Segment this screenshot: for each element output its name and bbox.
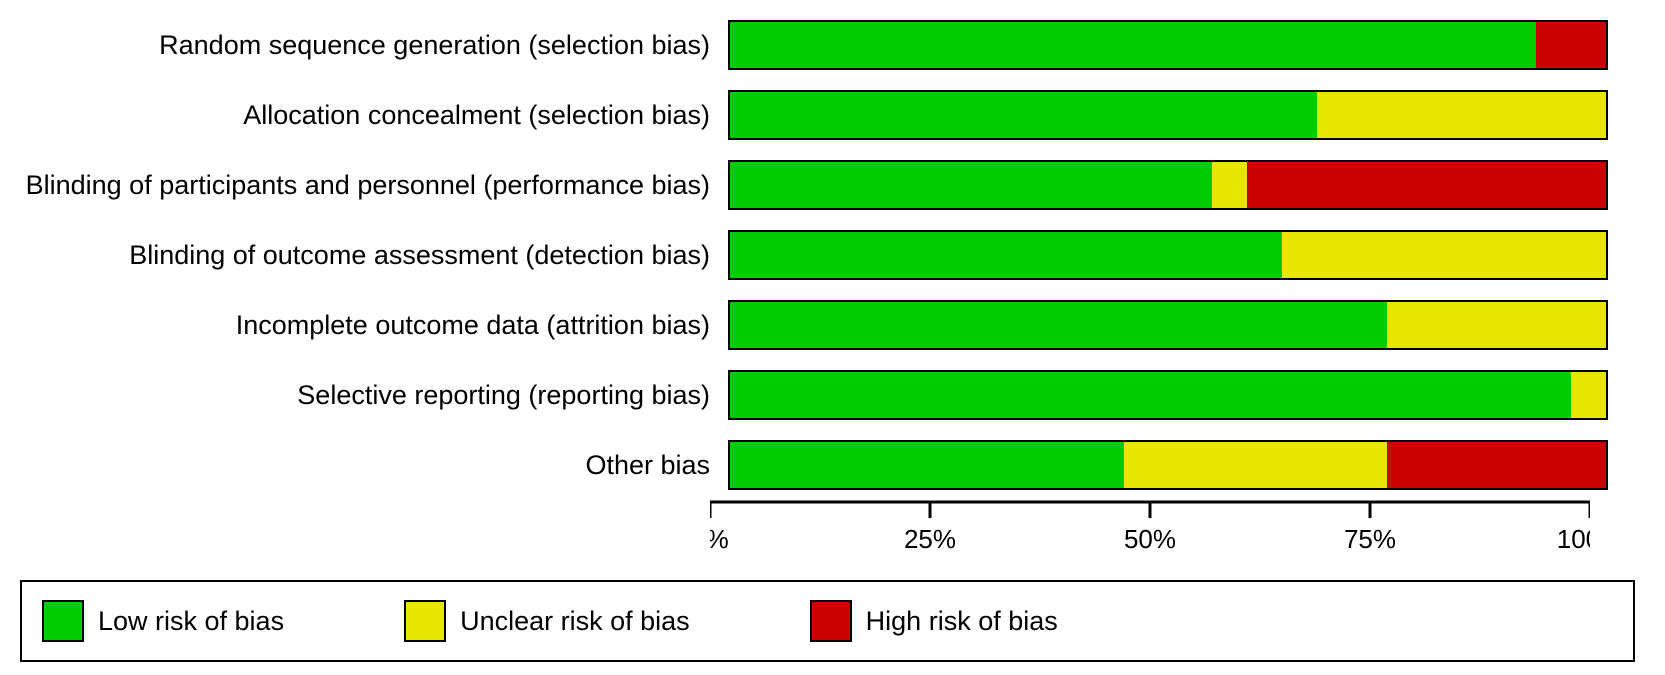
stacked-bar	[728, 300, 1608, 350]
risk-of-bias-chart: Random sequence generation (selection bi…	[0, 0, 1665, 675]
bar-segment-unclear	[1212, 162, 1247, 208]
x-axis-row: 0% 25% 50% 75% 100%	[10, 500, 1645, 570]
bar-row: Random sequence generation (selection bi…	[10, 10, 1645, 80]
axis-tick-label: 0%	[710, 524, 729, 554]
legend-label: Unclear risk of bias	[460, 606, 690, 637]
bar-row: Allocation concealment (selection bias)	[10, 80, 1645, 150]
stacked-bar	[728, 160, 1608, 210]
legend-swatch-unclear	[404, 600, 446, 642]
bar-col	[728, 230, 1608, 280]
axis-tick-label: 25%	[904, 524, 956, 554]
row-label: Allocation concealment (selection bias)	[10, 100, 728, 131]
bar-segment-unclear	[1387, 302, 1606, 348]
bar-segment-low	[730, 442, 1124, 488]
legend-swatch-low	[42, 600, 84, 642]
bar-col	[728, 20, 1608, 70]
legend: Low risk of bias Unclear risk of bias High…	[20, 580, 1635, 662]
bar-row: Blinding of participants and personnel (…	[10, 150, 1645, 220]
bar-row: Blinding of outcome assessment (detectio…	[10, 220, 1645, 290]
stacked-bar	[728, 20, 1608, 70]
bar-segment-high	[1536, 22, 1606, 68]
legend-item-unclear: Unclear risk of bias	[404, 600, 690, 642]
stacked-bar	[728, 440, 1608, 490]
bar-segment-low	[730, 302, 1387, 348]
row-label: Other bias	[10, 450, 728, 481]
legend-item-high: High risk of bias	[810, 600, 1058, 642]
bar-col	[728, 370, 1608, 420]
bar-rows-container: Random sequence generation (selection bi…	[10, 10, 1645, 500]
legend-label: High risk of bias	[866, 606, 1058, 637]
bar-col	[728, 300, 1608, 350]
bar-segment-high	[1387, 442, 1606, 488]
row-label: Random sequence generation (selection bi…	[10, 30, 728, 61]
stacked-bar	[728, 90, 1608, 140]
bar-col	[728, 440, 1608, 490]
row-label: Selective reporting (reporting bias)	[10, 380, 728, 411]
legend-item-low: Low risk of bias	[42, 600, 284, 642]
bar-segment-low	[730, 92, 1317, 138]
bar-row: Other bias	[10, 430, 1645, 500]
stacked-bar	[728, 230, 1608, 280]
axis-tick-label: 75%	[1344, 524, 1396, 554]
stacked-bar	[728, 370, 1608, 420]
bar-segment-unclear	[1317, 92, 1606, 138]
legend-swatch-high	[810, 600, 852, 642]
bar-row: Selective reporting (reporting bias)	[10, 360, 1645, 430]
bar-segment-low	[730, 162, 1212, 208]
x-axis: 0% 25% 50% 75% 100%	[710, 500, 1590, 560]
row-label: Blinding of participants and personnel (…	[10, 170, 728, 201]
row-label: Incomplete outcome data (attrition bias)	[10, 310, 728, 341]
axis-tick-label: 100%	[1557, 524, 1590, 554]
legend-label: Low risk of bias	[98, 606, 284, 637]
row-label: Blinding of outcome assessment (detectio…	[10, 240, 728, 271]
axis-tick-label: 50%	[1124, 524, 1176, 554]
bar-col	[728, 90, 1608, 140]
bar-segment-low	[730, 22, 1536, 68]
bar-segment-low	[730, 232, 1282, 278]
bar-segment-unclear	[1571, 372, 1606, 418]
bar-segment-low	[730, 372, 1571, 418]
bar-segment-unclear	[1282, 232, 1606, 278]
bar-col	[728, 160, 1608, 210]
bar-row: Incomplete outcome data (attrition bias)	[10, 290, 1645, 360]
bar-segment-high	[1247, 162, 1606, 208]
bar-segment-unclear	[1124, 442, 1387, 488]
